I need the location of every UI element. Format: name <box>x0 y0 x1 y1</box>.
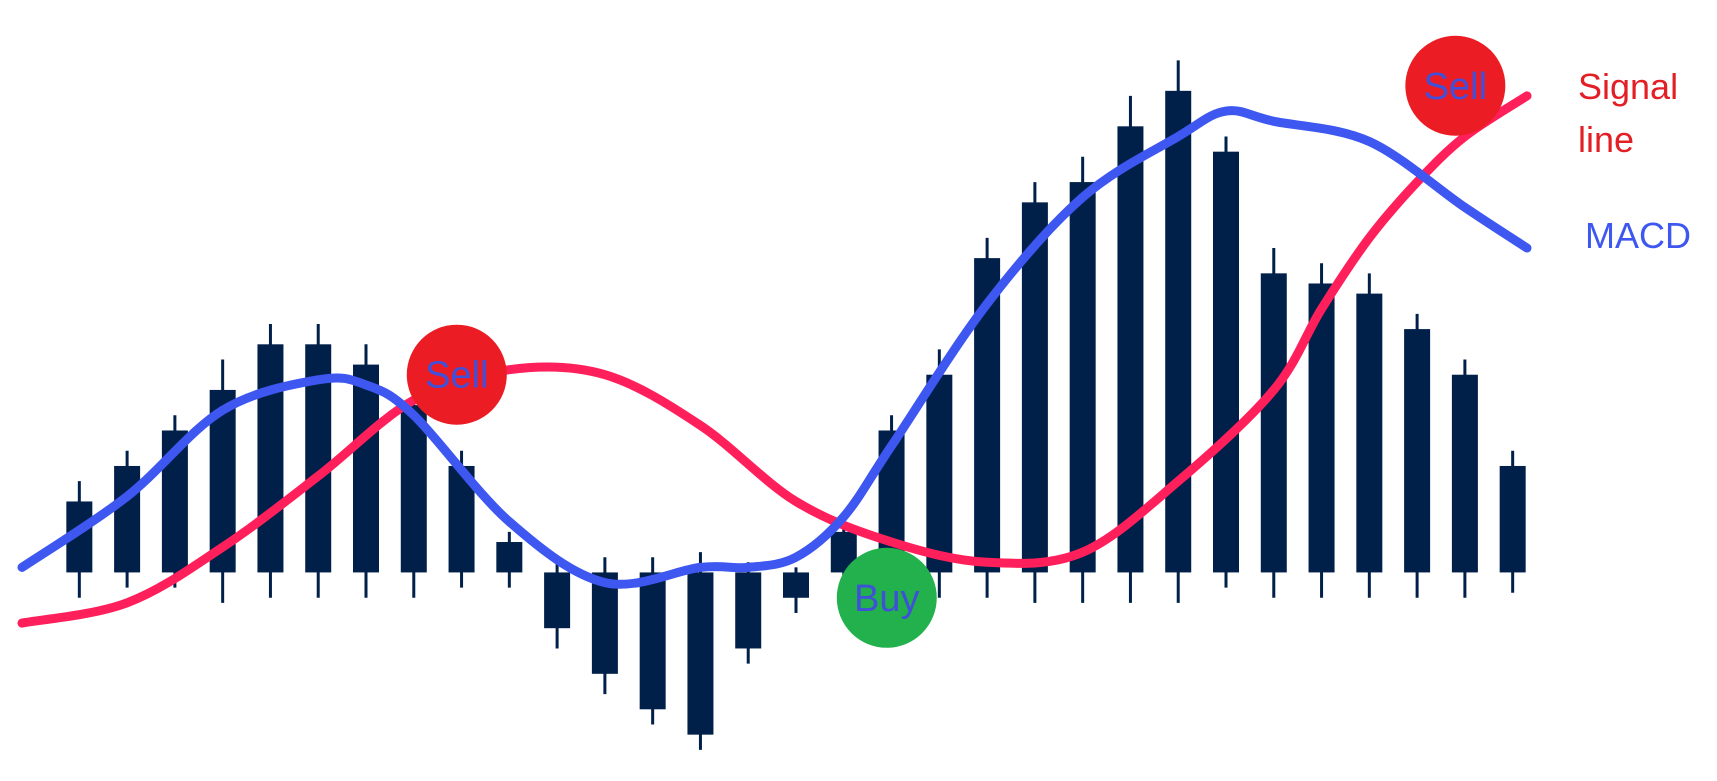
signal-line-label-line1: Signal <box>1578 66 1678 107</box>
bar-body <box>1213 151 1239 573</box>
histogram-bar <box>1356 273 1383 598</box>
bar-body <box>1404 329 1431 573</box>
histogram-bars <box>66 60 1526 750</box>
bar-body <box>400 405 427 573</box>
bar-body <box>926 374 953 573</box>
sell-signal-marker: Sell <box>406 324 507 425</box>
histogram-bar <box>66 481 93 598</box>
signal-line <box>17 91 1532 628</box>
histogram-bar <box>1499 450 1526 593</box>
histogram-bar <box>257 324 284 598</box>
signal-markers: Sell Buy Sell <box>406 35 1506 648</box>
bar-body <box>591 572 618 674</box>
histogram-bar <box>639 557 666 725</box>
bar-body <box>1260 273 1287 573</box>
bar-body <box>1499 465 1526 573</box>
bar-body <box>114 465 141 573</box>
indicator-lines <box>17 91 1532 628</box>
sell-signal-marker: Sell <box>1405 35 1506 136</box>
marker-circle <box>1405 35 1506 136</box>
bar-body <box>735 572 762 649</box>
bar-body <box>639 572 666 710</box>
bar-body <box>257 344 284 573</box>
bar-body <box>544 572 571 629</box>
bar-body <box>1117 126 1144 573</box>
bar-body <box>1069 182 1096 573</box>
histogram-bar <box>114 450 141 588</box>
histogram-bar <box>1404 313 1431 598</box>
bar-body <box>496 542 523 573</box>
buy-signal-marker: Buy <box>836 547 937 648</box>
bar-body <box>1165 90 1192 573</box>
histogram-bar <box>305 324 332 598</box>
histogram-bar <box>1260 247 1287 598</box>
histogram-bar <box>1069 156 1096 603</box>
histogram-bar <box>783 567 809 613</box>
histogram-bar <box>400 384 427 598</box>
bar-body <box>687 572 714 735</box>
bar-body <box>783 572 809 598</box>
bar-body <box>353 364 379 573</box>
histogram-bar <box>544 557 571 649</box>
marker-circle <box>406 324 507 425</box>
histogram-bar <box>209 359 236 603</box>
histogram-bar <box>496 531 523 588</box>
histogram-bar <box>1213 136 1239 588</box>
bar-body <box>1356 293 1383 573</box>
histogram-bar <box>735 562 762 664</box>
marker-label: Sell <box>1424 66 1487 108</box>
histogram-bar <box>1451 359 1478 598</box>
marker-circle <box>836 547 937 648</box>
histogram-bar <box>687 552 714 750</box>
marker-label: Buy <box>854 578 919 620</box>
signal-line-label-line2: line <box>1578 119 1634 160</box>
marker-label: Sell <box>425 355 488 397</box>
macd-label: MACD <box>1585 215 1691 256</box>
bar-body <box>1021 202 1048 573</box>
line-labels: MACD Signal line <box>1578 66 1691 256</box>
bar-body <box>1451 374 1478 573</box>
macd-line <box>17 106 1532 589</box>
